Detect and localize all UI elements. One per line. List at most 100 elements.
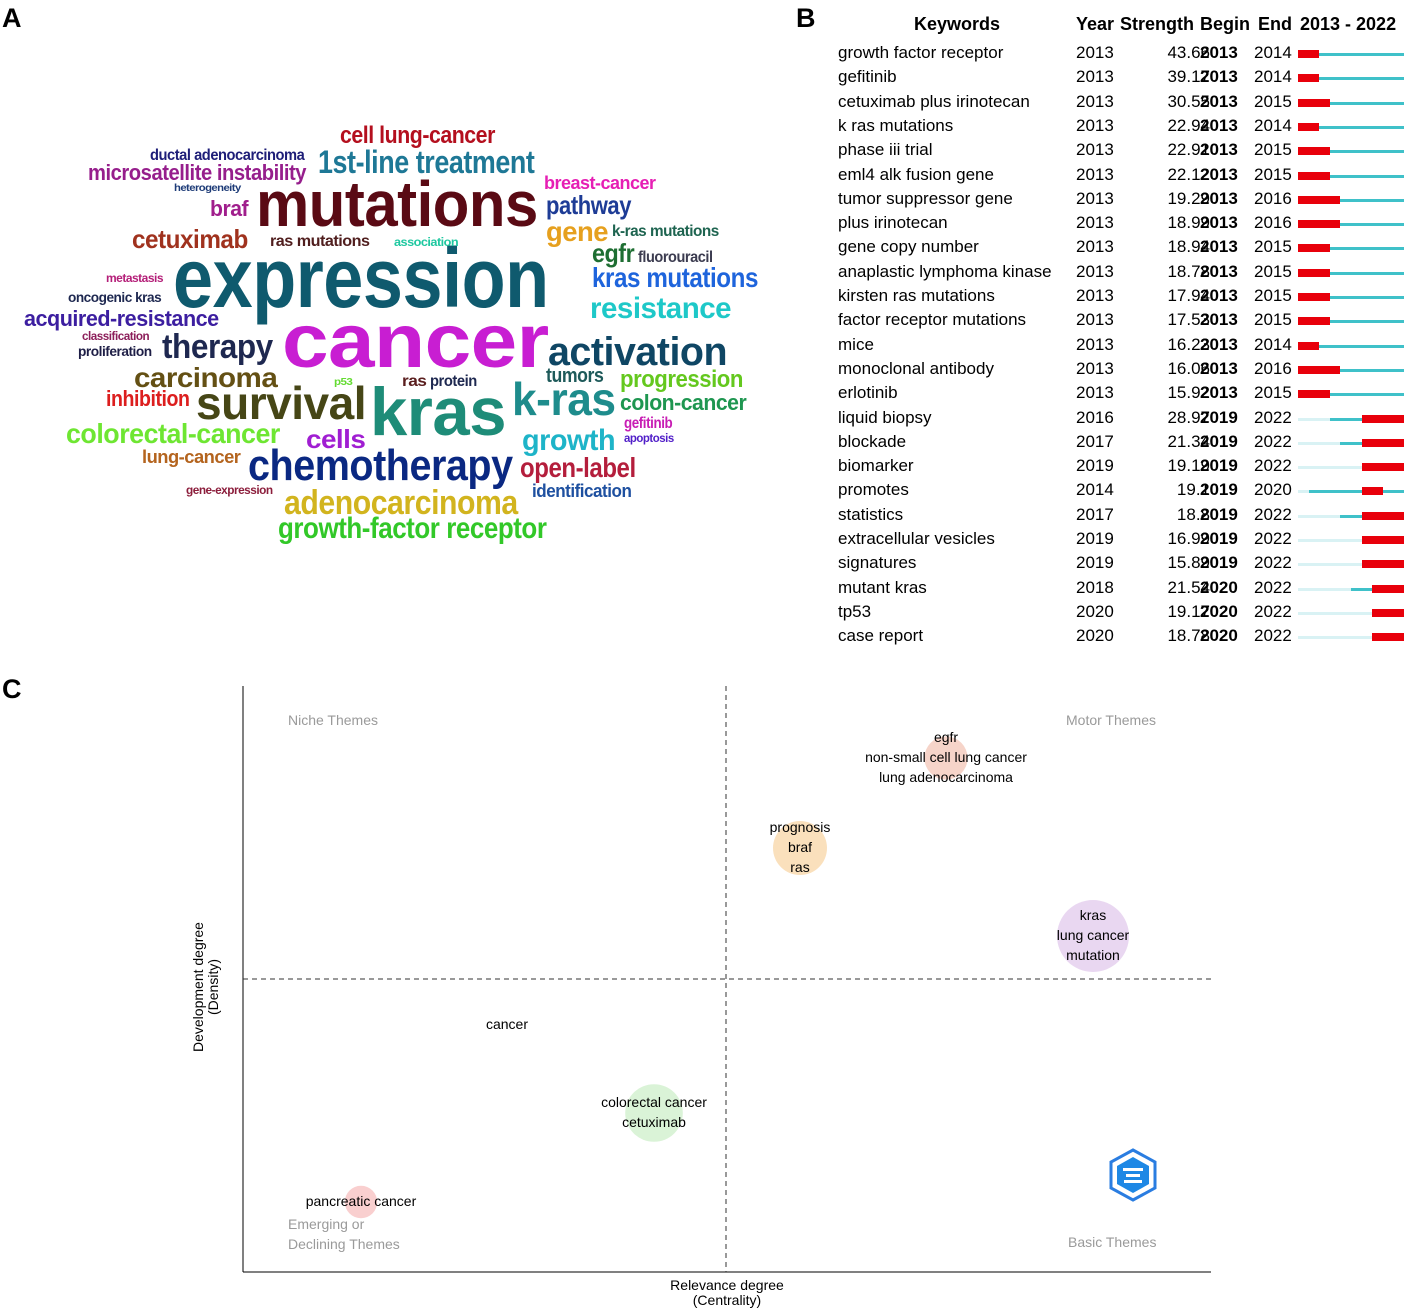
burst-keyword: cetuximab plus irinotecan [838,91,1030,111]
burst-end: 2015 [1254,261,1292,281]
quadrant-basic-themes: Basic Themes [1068,1234,1157,1250]
wordcloud-word: metastasis [106,271,164,285]
wordcloud-word: ras [402,373,427,390]
timeline-burst-segment [1372,608,1404,617]
cluster-bubble [505,1023,509,1027]
wordcloud-word: survival [196,377,367,429]
timeline-burst-segment [1298,195,1341,204]
burst-keyword: mice [838,334,874,354]
burst-begin: 2019 [1200,529,1238,548]
burst-strength: 16.23 [1167,334,1210,354]
cluster-bubble [924,736,968,780]
timeline-active-segment [1298,77,1404,81]
timeline-burst-segment [1361,487,1383,496]
burst-timeline-bar [1298,438,1404,447]
timeline-burst-segment [1361,438,1404,447]
cluster-term-label: colorectal cancer [601,1094,707,1110]
burst-row: plus irinotecan 2013 18.99 2013 2016 [830,211,1410,235]
burst-row: mice 2013 16.23 2013 2014 [830,333,1410,357]
cluster-term-label: prognosis [769,819,831,835]
burst-end: 2015 [1254,383,1292,403]
burst-row: phase iii trial 2013 22.91 2013 2015 [830,138,1410,162]
burst-year: 2019 [1076,553,1114,573]
burst-row: factor receptor mutations 2013 17.53 2013 20… [830,308,1410,332]
burst-year: 2013 [1076,334,1114,354]
timeline-burst-segment [1298,50,1320,58]
burst-keyword: extracellular vesicles [838,529,995,548]
wordcloud-word: oncogenic kras [68,289,162,305]
cluster-term-label: ras [790,859,810,875]
burst-begin: 2013 [1200,213,1238,233]
wordcloud-word: carcinoma [134,362,278,393]
timeline-active-segment [1298,223,1404,227]
burst-end: 2022 [1254,529,1292,548]
timeline-active-segment [1298,393,1404,397]
burst-begin: 2020 [1200,577,1238,597]
burst-keyword: statistics [838,504,904,524]
header-strength: Strength [1120,14,1194,34]
wordcloud-word: fluorouracil [638,249,713,266]
burst-row: growth factor receptor 2013 43.66 2013 2014 [830,41,1410,65]
burst-end: 2015 [1254,310,1292,330]
burst-begin: 2020 [1200,626,1238,646]
cluster-term-label: lung adenocarcinoma [879,769,1013,785]
wordcloud-word: heterogeneity [174,183,241,194]
burst-row: tumor suppressor gene 2013 19.29 2013 2016 [830,187,1410,211]
burst-year: 2016 [1076,407,1114,427]
wordcloud-word: kras [370,374,507,450]
cluster-term-label: non-small cell lung cancer [865,749,1027,765]
burst-timeline-bar [1298,608,1404,617]
timeline-active-segment [1298,150,1404,154]
burst-begin: 2019 [1200,480,1238,500]
timeline-inactive-segment [1298,466,1362,470]
burst-strength: 22.12 [1167,164,1210,184]
burst-timeline-bar [1298,171,1404,180]
timeline-inactive-segment [1298,611,1373,615]
burst-begin: 2013 [1200,91,1238,111]
wordcloud-word: pathway [546,190,632,220]
wordcloud-word: ras mutations [270,233,370,250]
burst-end: 2016 [1254,213,1292,233]
thematic-map-plot [242,686,1211,1273]
burst-begin: 2013 [1200,383,1238,403]
burst-timeline-bar [1298,122,1404,131]
cluster-term-label: egfr [933,729,959,745]
cluster-bubble [1057,900,1129,972]
burst-keyword: liquid biopsy [838,407,932,427]
burst-year: 2013 [1076,188,1114,208]
burst-keyword: erlotinib [838,383,898,403]
cluster-bubble [773,821,827,875]
wordcloud-word: k-ras [512,373,616,425]
wordcloud-word: association [394,235,459,249]
burst-begin: 2013 [1200,164,1238,184]
timeline-active-segment [1298,320,1404,324]
burst-year: 2017 [1076,504,1114,524]
burst-begin: 2013 [1200,334,1238,354]
wordcloud-word: lung-cancer [142,447,241,467]
burst-strength: 17.94 [1167,286,1210,305]
burst-begin: 2019 [1200,407,1238,427]
burst-row: cetuximab plus irinotecan 2013 30.55 2013 20… [830,90,1410,114]
timeline-inactive-segment [1298,563,1362,567]
burst-keyword: anaplastic lymphoma kinase [838,261,1052,281]
wordcloud-word: gene [546,216,609,247]
wordcloud-word: gene-expression [186,483,273,497]
burst-end: 2022 [1254,431,1292,451]
burst-year: 2013 [1076,115,1114,135]
timeline-inactive-segment [1298,441,1341,445]
burst-strength: 19.29 [1167,188,1210,208]
burst-strength: 18.8 [1176,504,1210,524]
burst-row: anaplastic lymphoma kinase 2013 18.78 2013 2… [830,260,1410,284]
burst-end: 2022 [1254,456,1292,476]
burst-timeline-bar [1298,511,1404,520]
burst-row: gefitinib 2013 39.17 2013 2014 [830,65,1410,89]
burst-row: blockade 2017 21.34 2019 2022 [830,430,1410,454]
cluster-term-label: braf [787,839,813,855]
burst-keyword: tp53 [838,601,872,621]
timeline-active-segment [1298,368,1404,372]
timeline-active-segment [1298,247,1404,251]
wordcloud-word: growth [522,424,616,457]
burst-timeline-bar [1298,365,1404,374]
burst-begin: 2013 [1200,286,1238,305]
burst-year: 2013 [1076,310,1114,330]
